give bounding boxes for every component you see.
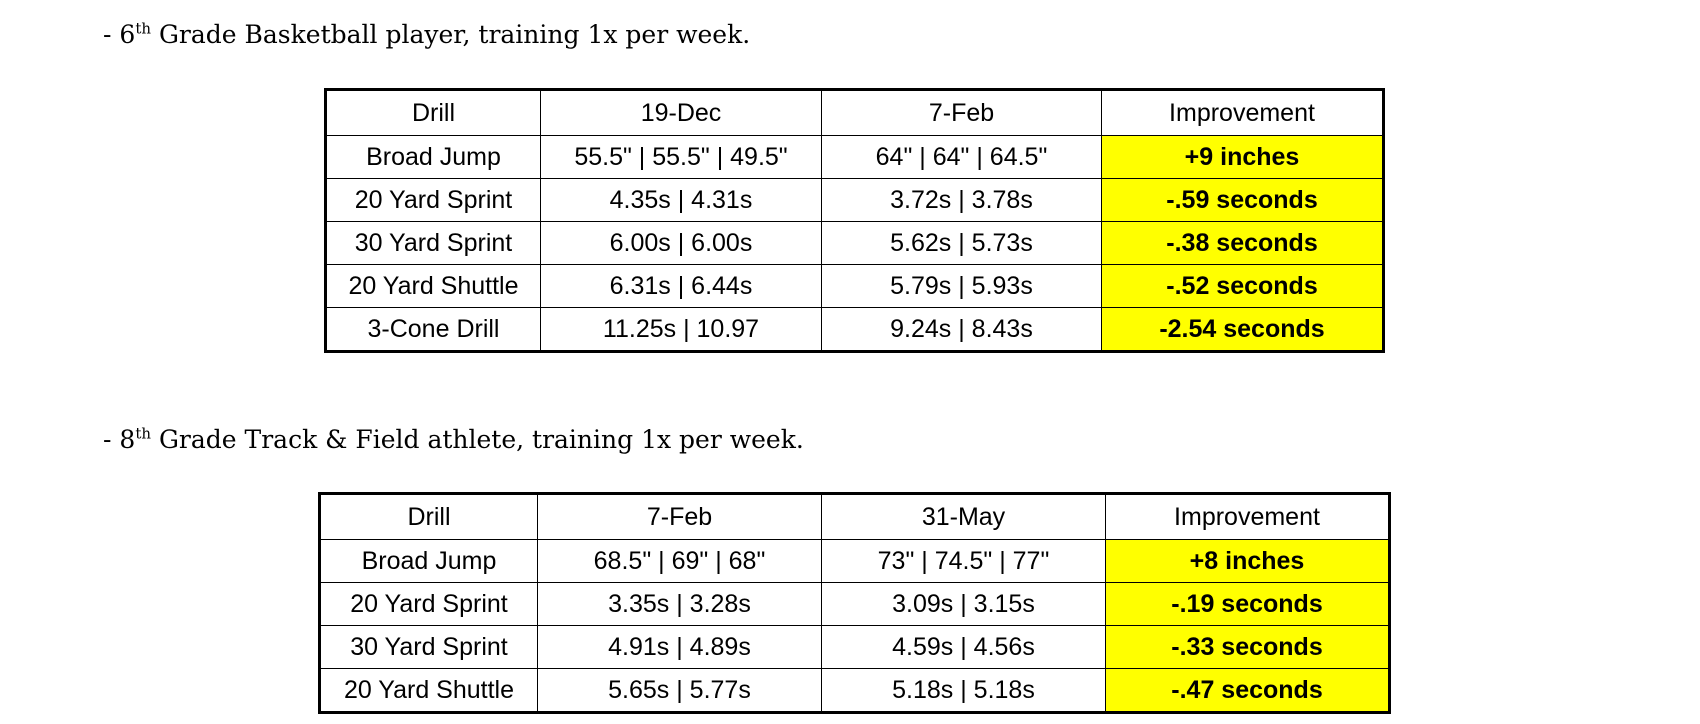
header-cell: Improvement — [1105, 493, 1390, 540]
value-cell: 3.72s | 3.78s — [821, 178, 1102, 222]
table-row: 3-Cone Drill 11.25s | 10.97 9.24s | 8.43… — [325, 307, 1384, 352]
value-cell: 5.18s | 5.18s — [821, 668, 1106, 713]
table-header-row: Drill 7-Feb 31-May Improvement — [319, 493, 1390, 540]
table-row: 20 Yard Sprint 3.35s | 3.28s 3.09s | 3.1… — [319, 582, 1390, 626]
drill-cell: Broad Jump — [319, 539, 538, 583]
header-cell: 7-Feb — [537, 493, 822, 540]
heading-text: Grade Basketball player, training 1x per… — [151, 20, 751, 49]
value-cell: 9.24s | 8.43s — [821, 307, 1102, 352]
header-cell: Drill — [325, 89, 541, 136]
value-cell: 73" | 74.5" | 77" — [821, 539, 1106, 583]
value-cell: 11.25s | 10.97 — [540, 307, 822, 352]
drill-cell: 20 Yard Sprint — [319, 582, 538, 626]
header-cell: Improvement — [1101, 89, 1384, 136]
table-row: 20 Yard Shuttle 6.31s | 6.44s 5.79s | 5.… — [325, 264, 1384, 308]
header-cell: 7-Feb — [821, 89, 1102, 136]
improvement-cell: -.47 seconds — [1105, 668, 1390, 713]
value-cell: 6.00s | 6.00s — [540, 221, 822, 265]
improvement-cell: +8 inches — [1105, 539, 1390, 583]
table-row: 20 Yard Shuttle 5.65s | 5.77s 5.18s | 5.… — [319, 668, 1390, 713]
drill-cell: 20 Yard Sprint — [325, 178, 541, 222]
value-cell: 5.79s | 5.93s — [821, 264, 1102, 308]
value-cell: 4.35s | 4.31s — [540, 178, 822, 222]
header-cell: 31-May — [821, 493, 1106, 540]
drill-cell: 30 Yard Sprint — [319, 625, 538, 669]
improvement-cell: -.59 seconds — [1101, 178, 1384, 222]
improvement-cell: -.19 seconds — [1105, 582, 1390, 626]
drill-cell: 30 Yard Sprint — [325, 221, 541, 265]
drill-cell: 20 Yard Shuttle — [319, 668, 538, 713]
results-table-8th-grade: Drill 7-Feb 31-May Improvement Broad Jum… — [318, 492, 1391, 714]
value-cell: 68.5" | 69" | 68" — [537, 539, 822, 583]
drill-cell: 3-Cone Drill — [325, 307, 541, 352]
value-cell: 5.65s | 5.77s — [537, 668, 822, 713]
table-row: 30 Yard Sprint 6.00s | 6.00s 5.62s | 5.7… — [325, 221, 1384, 265]
drill-cell: 20 Yard Shuttle — [325, 264, 541, 308]
value-cell: 4.91s | 4.89s — [537, 625, 822, 669]
value-cell: 64" | 64" | 64.5" — [821, 135, 1102, 179]
table-row: Broad Jump 68.5" | 69" | 68" 73" | 74.5"… — [319, 539, 1390, 583]
value-cell: 3.35s | 3.28s — [537, 582, 822, 626]
table-row: Broad Jump 55.5" | 55.5" | 49.5" 64" | 6… — [325, 135, 1384, 179]
improvement-cell: -.52 seconds — [1101, 264, 1384, 308]
value-cell: 3.09s | 3.15s — [821, 582, 1106, 626]
heading-prefix: - 8 — [103, 425, 136, 454]
results-table-6th-grade: Drill 19-Dec 7-Feb Improvement Broad Jum… — [324, 88, 1385, 353]
table-row: 30 Yard Sprint 4.91s | 4.89s 4.59s | 4.5… — [319, 625, 1390, 669]
drill-cell: Broad Jump — [325, 135, 541, 179]
section-heading-6th-grade: - 6th Grade Basketball player, training … — [103, 20, 750, 49]
value-cell: 5.62s | 5.73s — [821, 221, 1102, 265]
heading-text: Grade Track & Field athlete, training 1x… — [151, 425, 804, 454]
improvement-cell: +9 inches — [1101, 135, 1384, 179]
table-row: 20 Yard Sprint 4.35s | 4.31s 3.72s | 3.7… — [325, 178, 1384, 222]
improvement-cell: -.38 seconds — [1101, 221, 1384, 265]
header-cell: Drill — [319, 493, 538, 540]
improvement-cell: -.33 seconds — [1105, 625, 1390, 669]
table-header-row: Drill 19-Dec 7-Feb Improvement — [325, 89, 1384, 136]
header-cell: 19-Dec — [540, 89, 822, 136]
heading-ordinal: th — [135, 424, 152, 443]
value-cell: 55.5" | 55.5" | 49.5" — [540, 135, 822, 179]
section-heading-8th-grade: - 8th Grade Track & Field athlete, train… — [103, 425, 804, 454]
value-cell: 6.31s | 6.44s — [540, 264, 822, 308]
heading-ordinal: th — [135, 19, 152, 38]
heading-prefix: - 6 — [103, 20, 136, 49]
improvement-cell: -2.54 seconds — [1101, 307, 1384, 352]
value-cell: 4.59s | 4.56s — [821, 625, 1106, 669]
